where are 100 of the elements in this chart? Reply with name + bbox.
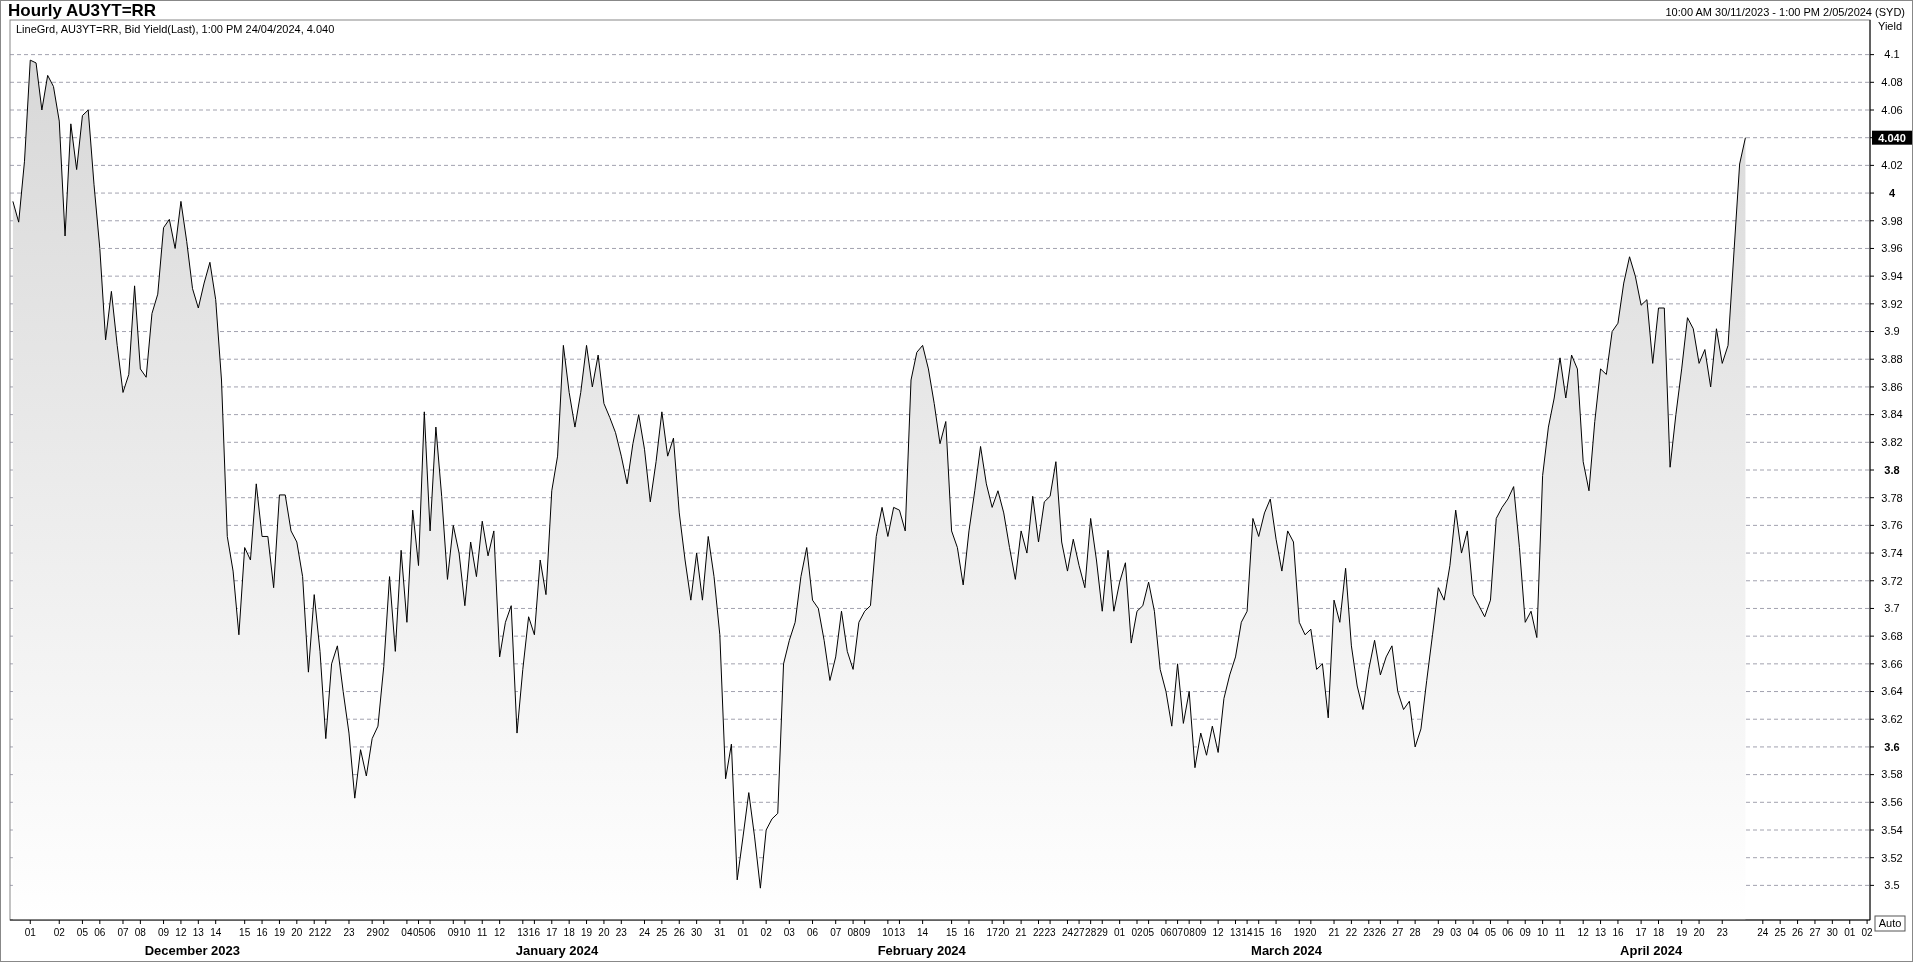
- x-tick-label: 29: [1096, 927, 1109, 938]
- x-tick-label: 26: [673, 927, 686, 938]
- y-tick-label: 3.54: [1881, 823, 1903, 836]
- x-tick-label: 25: [1774, 927, 1787, 938]
- y-tick-label: 4.02: [1881, 159, 1903, 172]
- x-tick-label: 10: [459, 927, 471, 938]
- x-tick-label: 21: [1015, 927, 1028, 938]
- x-tick-label: 22: [1345, 927, 1358, 938]
- y-tick-label: 3.66: [1881, 657, 1903, 670]
- y-tick-label: 4.1: [1884, 48, 1900, 61]
- x-tick-label: 20: [291, 927, 303, 938]
- x-tick-label: 10: [1537, 927, 1549, 938]
- x-tick-label: 04: [401, 927, 413, 938]
- x-tick-label: 17: [546, 927, 558, 938]
- x-tick-label: 05: [1484, 927, 1497, 938]
- x-tick-label: 17: [986, 927, 999, 938]
- x-tick-label: 22: [320, 927, 332, 938]
- x-tick-label: 27: [1392, 927, 1404, 938]
- x-tick-label: 02: [760, 927, 773, 938]
- y-tick-label: 3.84: [1881, 408, 1903, 421]
- y-tick-label: 3.56: [1881, 796, 1903, 809]
- x-tick-label: 23: [1363, 927, 1375, 938]
- x-tick-label: 12: [1212, 927, 1225, 938]
- x-tick-label: 12: [175, 927, 187, 938]
- x-tick-label: 02: [1861, 927, 1874, 938]
- text: December 2023: [144, 943, 241, 958]
- x-tick-label: 19: [1676, 927, 1688, 938]
- x-tick-label: 23: [615, 927, 628, 938]
- x-tick-label: 01: [1114, 927, 1126, 938]
- y-tick-label: 3.64: [1881, 685, 1903, 698]
- x-tick-label: 30: [691, 927, 703, 938]
- x-tick-label: 29: [366, 927, 379, 938]
- x-tick-label: 23: [343, 927, 355, 938]
- x-tick-label: 08: [847, 927, 860, 938]
- x-tick-label: 16: [1612, 927, 1624, 938]
- x-tick-label: 13: [1595, 927, 1607, 938]
- x-tick-label: 30: [1826, 927, 1839, 938]
- x-tick-label: 03: [783, 927, 796, 938]
- x-tick-label: 06: [94, 927, 106, 938]
- y-tick-label: 3.92: [1881, 297, 1903, 310]
- text: March 2024: [1251, 943, 1323, 958]
- y-tick-label: 3.9: [1884, 325, 1900, 338]
- x-tick-label: 07: [830, 927, 842, 938]
- x-tick-label: 03: [1450, 927, 1462, 938]
- x-tick-label: 16: [528, 927, 541, 938]
- x-tick-label: 23: [1044, 927, 1057, 938]
- x-tick-label: 16: [256, 927, 269, 938]
- x-tick-label: 02: [1131, 927, 1144, 938]
- x-tick-label: 05: [412, 927, 425, 938]
- x-tick-label: 13: [192, 927, 205, 938]
- x-tick-label: 06: [424, 927, 437, 938]
- y-tick-label: 3.74: [1881, 546, 1903, 559]
- x-tick-label: 23: [1716, 927, 1729, 938]
- x-tick-label: 20: [598, 927, 610, 938]
- text: 10:00 AM 30/11/2023 - 1:00 PM 2/05/2024 (SYD): [1665, 6, 1905, 18]
- x-tick-label: 12: [494, 927, 506, 938]
- y-tick-label: 3.8: [1884, 463, 1900, 476]
- x-tick-label: 24: [1757, 927, 1769, 938]
- x-tick-label: 07: [117, 927, 129, 938]
- x-tick-label: 16: [963, 927, 975, 938]
- y-tick-label: 3.58: [1881, 768, 1903, 781]
- x-tick-label: 10: [882, 927, 894, 938]
- y-tick-label: 3.62: [1881, 713, 1903, 726]
- y-tick-label: 3.98: [1881, 214, 1903, 227]
- x-tick-label: 21: [308, 927, 321, 938]
- x-tick-label: 26: [1374, 927, 1387, 938]
- x-tick-label: 19: [1293, 927, 1306, 938]
- x-tick-label: 09: [1519, 927, 1532, 938]
- x-tick-label: 07: [1172, 927, 1184, 938]
- y-tick-label: 4.08: [1881, 76, 1903, 89]
- x-tick-label: 06: [806, 927, 819, 938]
- x-tick-label: 17: [1635, 927, 1648, 938]
- y-tick-label: 4.06: [1881, 103, 1903, 116]
- x-tick-label: 27: [1809, 927, 1821, 938]
- x-tick-label: 16: [1270, 927, 1283, 938]
- text: February 2024: [877, 943, 967, 958]
- x-tick-label: 18: [1652, 927, 1665, 938]
- text: Auto: [1878, 917, 1902, 929]
- x-tick-label: 08: [134, 927, 147, 938]
- x-tick-label: 27: [1073, 927, 1086, 938]
- x-tick-label: 06: [1502, 927, 1514, 938]
- x-tick-label: 24: [638, 927, 651, 938]
- x-tick-label: 14: [1241, 927, 1254, 938]
- y-tick-label: 3.78: [1881, 491, 1903, 504]
- y-tick-label: 4: [1888, 186, 1896, 199]
- x-tick-label: 05: [1143, 927, 1155, 938]
- x-tick-label: 01: [737, 927, 749, 938]
- x-tick-label: 04: [1467, 927, 1480, 938]
- y-tick-label: 3.76: [1881, 519, 1903, 532]
- y-tick-label: 3.52: [1881, 851, 1903, 864]
- y-tick-label: 4.040: [1878, 131, 1906, 144]
- x-tick-label: 19: [273, 927, 286, 938]
- x-tick-label: 15: [1253, 927, 1265, 938]
- x-tick-label: 05: [76, 927, 89, 938]
- x-tick-label: 12: [1577, 927, 1590, 938]
- x-tick-label: 19: [580, 927, 593, 938]
- x-tick-label: 28: [1409, 927, 1422, 938]
- x-tick-label: 15: [946, 927, 958, 938]
- y-tick-label: 3.82: [1881, 436, 1903, 449]
- x-tick-label: 22: [1032, 927, 1045, 938]
